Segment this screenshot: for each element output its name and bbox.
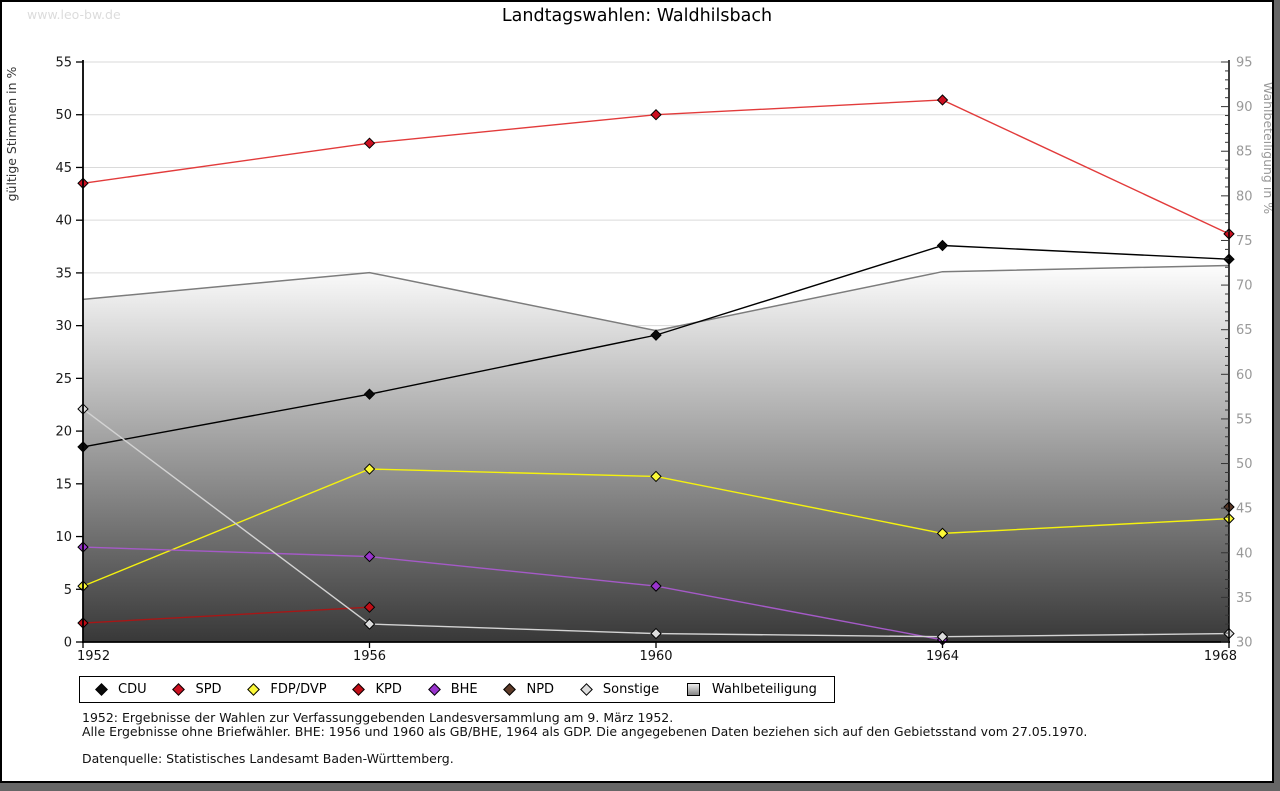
y-axis-left: 0 5 10 15 20 25 30 35 40 45 50 55 <box>55 56 83 651</box>
data-point-cdu <box>363 388 376 400</box>
legend-item-cdu: CDU <box>95 682 147 697</box>
legend-item-wahlbeteiligung: Wahlbeteiligung <box>686 682 817 697</box>
legend-label: Sonstige <box>602 682 660 697</box>
series-fdp-dvp <box>77 463 1235 592</box>
diamond-marker-icon <box>503 683 517 696</box>
data-point-cdu <box>936 239 949 252</box>
data-point-spd <box>363 137 376 149</box>
data-point-kpd <box>363 601 376 613</box>
svg-text:80: 80 <box>1236 189 1253 204</box>
data-point-bhe <box>363 550 376 563</box>
diamond-marker-icon <box>172 683 186 696</box>
axis-title-right: Wahlbeteiligung in % <box>1261 82 1274 214</box>
svg-text:0: 0 <box>64 636 72 651</box>
svg-text:85: 85 <box>1236 145 1253 160</box>
legend-item-kpd: KPD <box>352 682 402 697</box>
svg-text:45: 45 <box>55 161 72 176</box>
legend-label: FDP/DVP <box>270 682 327 697</box>
svg-text:1952: 1952 <box>77 649 110 664</box>
svg-text:30: 30 <box>55 319 72 334</box>
data-point-sonstige <box>650 627 662 640</box>
x-axis: 1952 1956 1960 1964 1968 <box>77 642 1237 664</box>
data-point-sonstige <box>363 618 376 630</box>
svg-text:35: 35 <box>1236 591 1253 606</box>
legend-item-bhe: BHE <box>427 682 478 697</box>
data-point-fdp-dvp <box>650 470 662 483</box>
svg-text:90: 90 <box>1236 100 1253 115</box>
watermark: www.leo-bw.de <box>27 7 121 22</box>
svg-text:55: 55 <box>1236 412 1253 427</box>
svg-text:60: 60 <box>1236 368 1253 383</box>
chart-footnotes: 1952: Ergebnisse der Wahlen zur Verfassu… <box>82 711 1087 766</box>
chart-canvas: 0 5 10 15 20 25 30 35 40 45 50 55 30 35 40 45 50 55 60 65 70… <box>4 56 1274 665</box>
diamond-marker-icon <box>427 683 441 696</box>
square-marker-icon <box>686 683 700 696</box>
svg-text:20: 20 <box>55 425 72 440</box>
chart-legend: CDU SPD FDP/DVP KPD BHE NPD Sonstige Wahlbeteil… <box>79 676 835 703</box>
svg-text:75: 75 <box>1236 234 1253 249</box>
svg-text:50: 50 <box>1236 457 1253 472</box>
legend-item-fdp-dvp: FDP/DVP <box>247 682 327 697</box>
svg-text:1960: 1960 <box>639 649 672 664</box>
svg-text:95: 95 <box>1236 56 1253 71</box>
data-point-spd <box>650 109 662 121</box>
series-spd <box>77 94 1235 240</box>
legend-label: CDU <box>118 682 147 697</box>
diamond-marker-icon <box>352 683 366 696</box>
svg-text:25: 25 <box>55 372 72 387</box>
legend-label: NPD <box>526 682 555 697</box>
data-point-fdp-dvp <box>363 463 376 475</box>
diamond-marker-icon <box>247 683 261 696</box>
data-point-fdp-dvp <box>936 527 949 540</box>
diamond-marker-icon <box>95 683 108 696</box>
data-point-bhe <box>650 580 662 592</box>
svg-text:15: 15 <box>55 477 72 492</box>
footnote-line-2: Alle Ergebnisse ohne Briefwähler. BHE: 1… <box>82 724 1088 739</box>
data-point-cdu <box>650 329 662 341</box>
axis-title-left: gültige Stimmen in % <box>4 66 19 201</box>
y-axis-right: 30 35 40 45 50 55 60 65 70 75 80 85 90 95 <box>1221 56 1253 651</box>
svg-text:1968: 1968 <box>1204 649 1237 664</box>
legend-label: SPD <box>195 682 222 697</box>
footnote-line-1: 1952: Ergebnisse der Wahlen zur Verfassu… <box>82 710 674 725</box>
svg-text:1956: 1956 <box>353 649 386 664</box>
legend-item-npd: NPD <box>503 682 555 697</box>
svg-text:55: 55 <box>55 56 72 71</box>
data-source: Datenquelle: Statistisches Landesamt Bad… <box>82 751 454 766</box>
chart-title: Landtagswahlen: Waldhilsbach <box>501 6 773 26</box>
legend-label: KPD <box>375 682 402 697</box>
legend-item-spd: SPD <box>172 682 222 697</box>
svg-text:40: 40 <box>1236 546 1253 561</box>
series-cdu <box>77 239 1235 453</box>
svg-text:1964: 1964 <box>926 649 959 664</box>
legend-label: BHE <box>450 682 478 697</box>
diamond-marker-icon <box>580 683 593 696</box>
legend-label: Wahlbeteiligung <box>711 682 817 697</box>
svg-text:35: 35 <box>55 266 72 281</box>
svg-text:10: 10 <box>55 530 72 545</box>
svg-text:65: 65 <box>1236 323 1253 338</box>
svg-text:70: 70 <box>1236 279 1253 294</box>
data-point-spd <box>936 94 949 106</box>
svg-text:50: 50 <box>55 108 72 123</box>
svg-text:30: 30 <box>1236 636 1253 651</box>
svg-text:45: 45 <box>1236 502 1253 517</box>
svg-text:5: 5 <box>64 583 72 598</box>
legend-item-sonstige: Sonstige <box>580 682 660 697</box>
svg-text:40: 40 <box>55 214 72 229</box>
